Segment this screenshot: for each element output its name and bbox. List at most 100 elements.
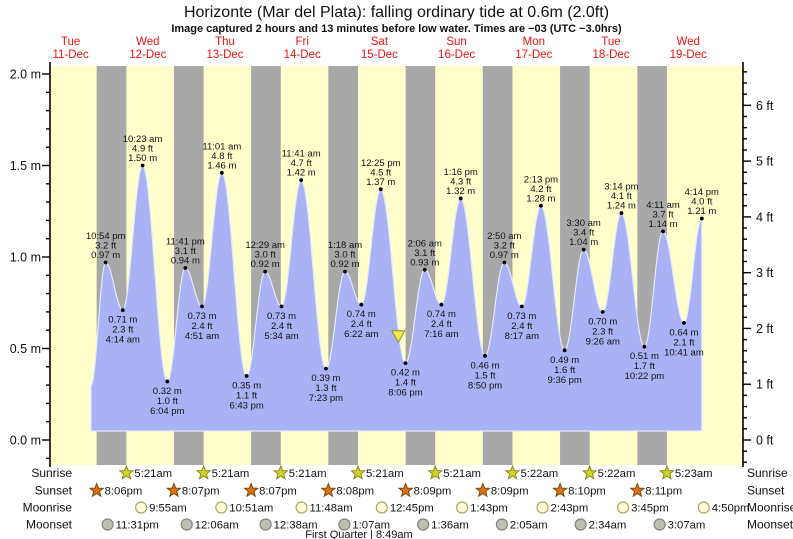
date-label: 16-Dec bbox=[438, 49, 475, 61]
sunset-star-icon bbox=[243, 482, 260, 498]
tide-extreme-label: 0.70 m bbox=[588, 316, 617, 327]
tide-extreme-label: 0.71 m bbox=[108, 315, 137, 326]
day-label: Mon bbox=[523, 36, 545, 48]
tide-extreme-dot bbox=[200, 304, 204, 309]
tide-extreme-dot bbox=[359, 302, 364, 307]
sunrise-star-icon bbox=[272, 464, 289, 480]
tide-extreme-label: 3.0 ft bbox=[255, 250, 276, 261]
sunset-time: 8:08pm bbox=[336, 486, 374, 498]
tide-extreme-label: 4.3 ft bbox=[450, 176, 471, 187]
tide-extreme-dot bbox=[103, 260, 108, 265]
tide-extreme-dot bbox=[378, 187, 383, 192]
day-label: Sun bbox=[446, 36, 466, 48]
sunset-star-icon bbox=[474, 482, 491, 498]
sunrise-time: 5:21am bbox=[212, 468, 250, 480]
tide-extreme-dot bbox=[502, 260, 507, 265]
moonset-time: 3:07am bbox=[668, 520, 706, 532]
astro-rows: Sunrise Sunrise Sunset Sunset Moonrise Moonri… bbox=[23, 464, 793, 539]
sunset-time: 8:07pm bbox=[259, 486, 297, 498]
day-label: Tue bbox=[601, 36, 620, 48]
tide-extreme-label: 3.2 ft bbox=[95, 240, 116, 251]
tide-extreme-label: 0.35 m bbox=[232, 380, 261, 391]
tide-extreme-label: 3.4 ft bbox=[573, 228, 594, 239]
sunrise-time: 5:21am bbox=[134, 468, 172, 480]
left-axis-label: 0.5 m bbox=[10, 342, 41, 356]
tide-extreme-dot bbox=[439, 302, 444, 307]
astro-row-label-left: Sunrise bbox=[31, 466, 72, 480]
date-label: 19-Dec bbox=[670, 49, 707, 61]
tide-extreme-label: 11:41 pm bbox=[166, 236, 205, 247]
tide-extreme-label: 2.4 ft bbox=[351, 319, 372, 330]
moonset-icon bbox=[495, 518, 508, 531]
tide-extreme-label: 3.7 ft bbox=[652, 209, 673, 220]
moonrise-time: 10:51am bbox=[229, 503, 273, 515]
tide-extreme-dot bbox=[539, 203, 543, 208]
tide-extreme-dot bbox=[458, 196, 463, 201]
sunrise-star-icon bbox=[195, 464, 212, 480]
tide-extreme-label: 1.28 m bbox=[526, 193, 555, 204]
right-axis-label: 4 ft bbox=[756, 210, 774, 224]
tide-extreme-label: 4:11 am bbox=[646, 200, 680, 211]
moonrise-icon bbox=[375, 501, 388, 514]
tide-extreme-label: 9:26 am bbox=[586, 336, 620, 347]
tide-extreme-dot bbox=[600, 310, 605, 314]
sunrise-time: 5:21am bbox=[443, 468, 481, 480]
day-label: Fri bbox=[295, 36, 308, 48]
tide-extreme-dot bbox=[299, 178, 304, 183]
moonrise-icon bbox=[135, 501, 148, 514]
tide-extreme-dot bbox=[120, 308, 125, 312]
tide-extreme-label: 0.97 m bbox=[490, 250, 519, 261]
tide-extreme-label: 0.92 m bbox=[330, 259, 359, 270]
tide-extreme-label: 4.8 ft bbox=[211, 151, 232, 162]
sunset-time: 8:09pm bbox=[491, 486, 529, 498]
tide-extreme-dot bbox=[581, 247, 586, 252]
date-label: 11-Dec bbox=[52, 49, 88, 61]
tide-extreme-label: 1.14 m bbox=[649, 219, 678, 230]
date-label: 18-Dec bbox=[592, 49, 629, 61]
tide-extreme-label: 8:50 pm bbox=[468, 380, 502, 391]
sunrise-time: 5:21am bbox=[289, 468, 327, 480]
tide-extreme-label: 4.0 ft bbox=[691, 197, 712, 208]
moonset-icon bbox=[338, 518, 351, 531]
day-label: Sat bbox=[371, 36, 389, 48]
tide-extreme-dot bbox=[422, 267, 427, 272]
sunrise-time: 5:22am bbox=[520, 468, 558, 480]
tide-extreme-label: 0.94 m bbox=[171, 255, 200, 266]
tide-extreme-label: 2.3 ft bbox=[112, 325, 133, 336]
tide-extreme-dot bbox=[562, 348, 567, 353]
axes: 2.0 m 1.5 m 1.0 m 0.5 m 0.0 m 6 ft 5 ft 4 ft 3 f… bbox=[10, 62, 774, 467]
moonset-time: 2:34am bbox=[589, 520, 627, 532]
moonset-icon bbox=[653, 518, 666, 531]
moonrise-icon bbox=[697, 501, 710, 514]
date-label: 12-Dec bbox=[129, 49, 166, 61]
sunset-time: 8:09pm bbox=[414, 486, 452, 498]
tide-extreme-dot bbox=[183, 266, 188, 270]
tide-extreme-label: 8:17 am bbox=[505, 331, 539, 342]
moonset-time: 12:38am bbox=[274, 520, 318, 532]
moonrise-time: 2:43pm bbox=[551, 503, 589, 515]
tide-extreme-label: 10:22 pm bbox=[625, 371, 665, 382]
tide-extreme-label: 2.3 ft bbox=[592, 326, 613, 337]
tide-extreme-label: 11:41 am bbox=[282, 149, 321, 160]
moonset-time: 2:05am bbox=[510, 520, 548, 532]
current-tide-marker bbox=[390, 330, 406, 344]
tide-curve bbox=[90, 164, 703, 432]
astro-row-label-right: Sunset bbox=[747, 484, 785, 498]
sunset-star-icon bbox=[629, 482, 646, 498]
tide-extreme-label: 0.74 m bbox=[347, 309, 376, 320]
tide-extreme-label: 0.97 m bbox=[91, 250, 120, 261]
sunset-time: 8:06pm bbox=[105, 486, 143, 498]
tide-extreme-label: 0.64 m bbox=[669, 327, 698, 338]
tide-extreme-label: 1.4 ft bbox=[395, 378, 416, 389]
tide-extreme-dot bbox=[642, 344, 647, 349]
tide-extreme-label: 10:23 am bbox=[123, 134, 163, 145]
tide-extreme-dot bbox=[483, 353, 487, 358]
moonrise-time: 3:45pm bbox=[631, 503, 669, 515]
sunset-time: 8:07pm bbox=[182, 486, 220, 498]
tide-extreme-dot bbox=[403, 361, 408, 366]
sunset-time: 8:10pm bbox=[568, 486, 606, 498]
tide-extreme-label: 0.92 m bbox=[251, 259, 280, 270]
tide-extreme-label: 3:30 am bbox=[566, 218, 600, 229]
tide-extreme-label: 1.3 ft bbox=[315, 383, 336, 394]
